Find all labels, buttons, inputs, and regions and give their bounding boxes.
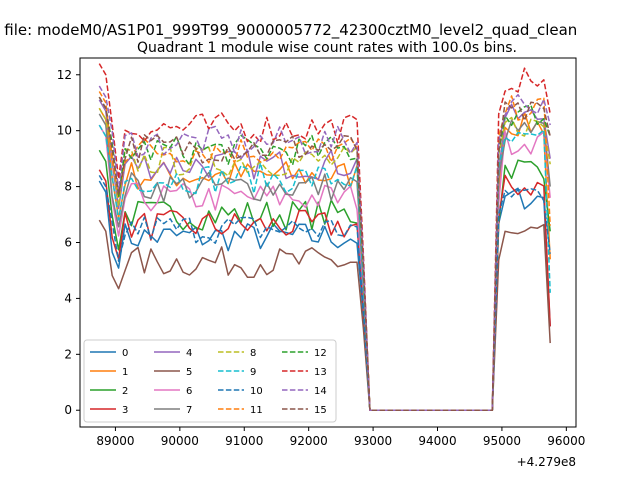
legend-label-10: 10 bbox=[250, 386, 263, 397]
legend-label-7: 7 bbox=[186, 405, 192, 416]
y-tick-label: 2 bbox=[64, 347, 72, 361]
legend-label-2: 2 bbox=[122, 386, 128, 397]
x-tick-label: 92000 bbox=[290, 434, 328, 448]
legend-label-6: 6 bbox=[186, 386, 192, 397]
figure-suptitle: n file: modeM0/AS1P01_999T99_9000005772_… bbox=[0, 21, 577, 40]
x-tick-label: 90000 bbox=[161, 434, 199, 448]
legend-box bbox=[83, 339, 337, 423]
legend-label-15: 15 bbox=[314, 405, 327, 416]
x-axis-offset-label: +4.279e8 bbox=[517, 455, 576, 469]
x-axis: 89000 90000 91000 92000 93000 94000 95000 96000 bbox=[96, 427, 585, 448]
series-line-10 bbox=[98, 175, 551, 411]
x-tick-label: 94000 bbox=[418, 434, 456, 448]
x-tick-label: 91000 bbox=[225, 434, 263, 448]
legend-label-0: 0 bbox=[122, 348, 128, 359]
x-tick-label: 96000 bbox=[547, 434, 585, 448]
series-line-15 bbox=[98, 96, 551, 411]
legend-label-4: 4 bbox=[186, 348, 192, 359]
y-tick-label: 12 bbox=[57, 68, 72, 82]
chart-title: Quadrant 1 module wise count rates with … bbox=[137, 40, 517, 56]
legend-label-8: 8 bbox=[250, 348, 256, 359]
series-lines bbox=[98, 63, 551, 411]
series-line-13 bbox=[98, 63, 551, 411]
legend-label-13: 13 bbox=[314, 367, 327, 378]
legend-label-14: 14 bbox=[314, 386, 327, 397]
y-tick-label: 10 bbox=[57, 124, 72, 138]
y-tick-label: 8 bbox=[64, 180, 72, 194]
y-axis: 0 2 4 6 8 10 12 bbox=[57, 68, 80, 417]
x-tick-label: 93000 bbox=[354, 434, 392, 448]
x-tick-label: 89000 bbox=[96, 434, 134, 448]
legend-label-3: 3 bbox=[122, 405, 128, 416]
legend-label-5: 5 bbox=[186, 367, 192, 378]
legend-label-12: 12 bbox=[314, 348, 327, 359]
legend-label-11: 11 bbox=[250, 405, 263, 416]
y-tick-label: 4 bbox=[64, 291, 72, 305]
legend-label-1: 1 bbox=[122, 367, 128, 378]
x-tick-label: 95000 bbox=[483, 434, 521, 448]
y-tick-label: 6 bbox=[64, 236, 72, 250]
legend-label-9: 9 bbox=[250, 367, 256, 378]
y-tick-label: 0 bbox=[64, 403, 72, 417]
